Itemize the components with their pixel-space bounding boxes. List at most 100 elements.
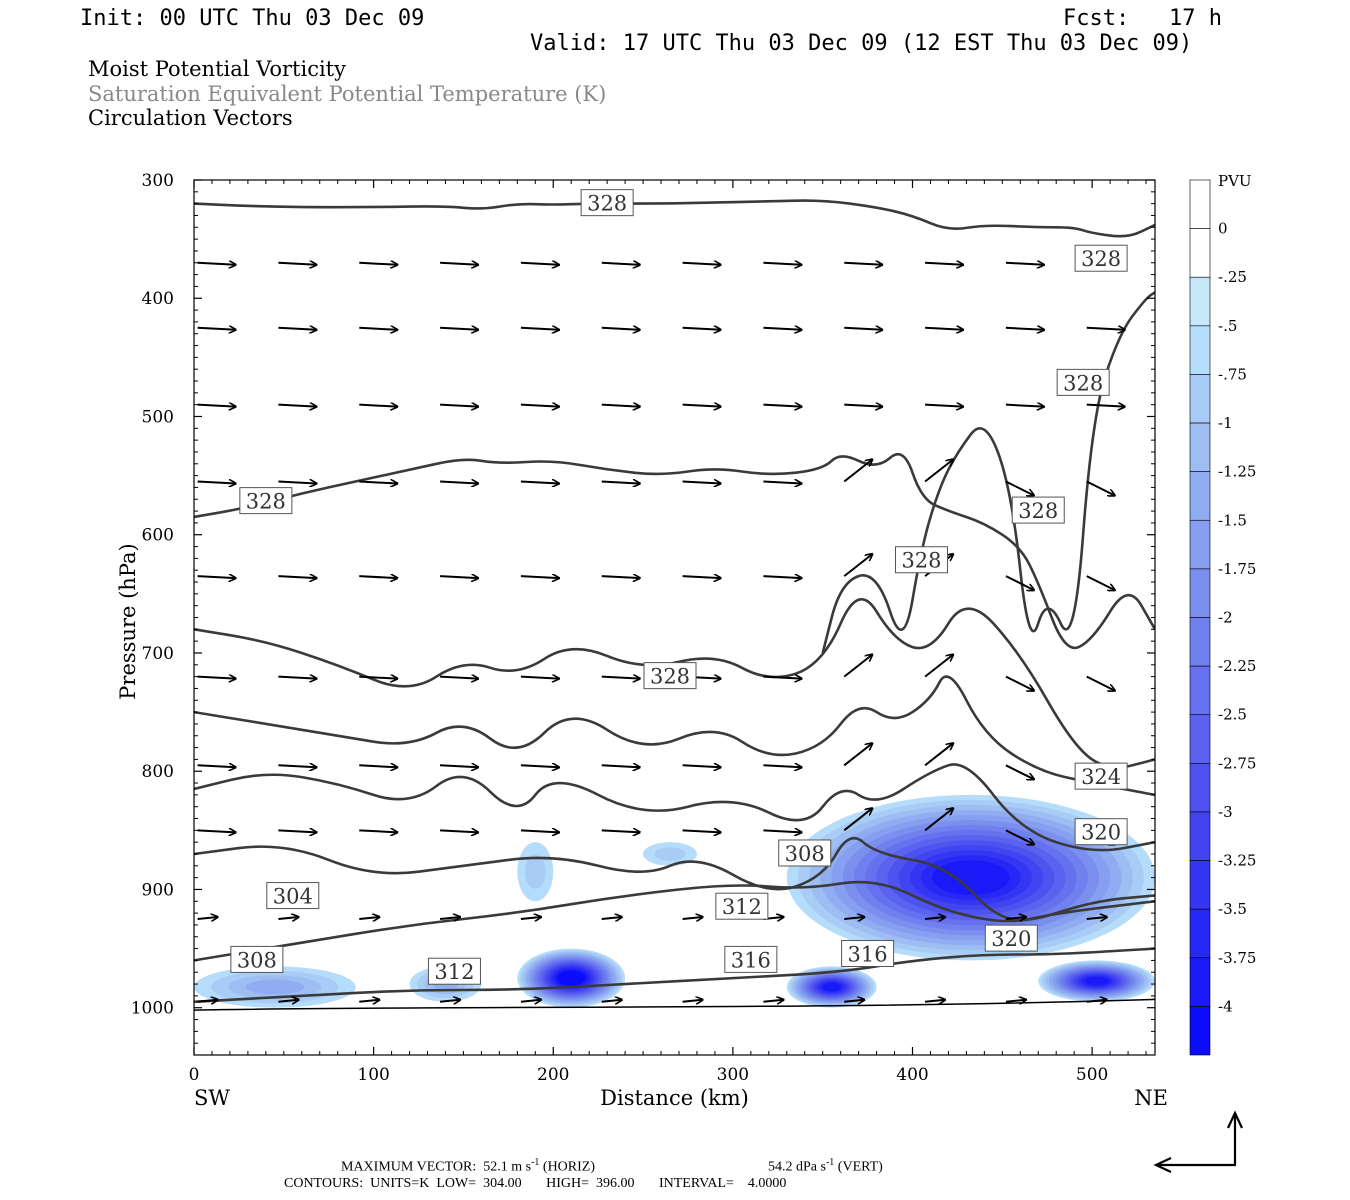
x-tick-label-200: 200 <box>537 1065 569 1085</box>
contour-label-11: 316 <box>848 942 888 966</box>
vector-0-0 <box>197 263 236 265</box>
y-tick-label-700: 700 <box>142 644 174 664</box>
vector-5-9 <box>924 655 953 678</box>
vector-5-1 <box>278 677 316 679</box>
vector-key <box>1153 1110 1243 1173</box>
vector-7-5 <box>601 830 640 832</box>
colorbar-tick-0: 0 <box>1218 220 1228 238</box>
vector-0-3 <box>440 263 478 265</box>
contour-label-10: 316 <box>731 948 771 972</box>
vector-9-5 <box>601 1000 622 1002</box>
x-tick-label-0: 0 <box>189 1065 200 1085</box>
vector-7-10 <box>1005 829 1034 844</box>
contour-label-1: 328 <box>246 490 286 514</box>
vector-1-6 <box>682 328 721 330</box>
vector-8-2 <box>359 917 379 919</box>
contour-label-box-2 <box>643 662 697 690</box>
vector-5-2 <box>359 677 397 679</box>
vector-9-6 <box>682 1000 703 1002</box>
contour-label-box-16 <box>266 882 320 910</box>
vector-6-3 <box>440 765 478 767</box>
vector-4-11 <box>1086 575 1115 590</box>
contour-328-0 <box>194 199 1155 238</box>
contour-312-6 <box>194 836 1155 922</box>
contour-label-4: 328 <box>1018 499 1058 523</box>
vector-3-9 <box>924 460 953 483</box>
vector-4-7 <box>763 576 801 578</box>
vector-4-8 <box>843 554 872 577</box>
colorbar-box-1 <box>1189 228 1211 278</box>
vector-9-2 <box>359 1000 379 1002</box>
colorbar-tick-2: -.5 <box>1218 317 1237 335</box>
vector-8-10 <box>1005 917 1026 919</box>
contour-labels: 328 328 328 328 328 328 328 324 320 320 316 316 312 3… <box>230 189 1128 985</box>
x-right-label: NE <box>1134 1086 1168 1110</box>
mpv-region-4-level-4 <box>245 979 305 995</box>
colorbar-tick-14: -3.5 <box>1218 900 1247 918</box>
colorbar-box-8 <box>1189 568 1211 618</box>
vector-5-8 <box>843 655 872 678</box>
vector-6-8 <box>843 743 872 767</box>
contour-label-box-9 <box>984 924 1038 952</box>
vector-8-4 <box>520 917 541 919</box>
contour-324-3 <box>194 598 1155 769</box>
init-time: Init: 00 UTC Thu 03 Dec 09 <box>80 6 425 31</box>
vector-5-0 <box>197 677 236 679</box>
vector-5-7 <box>763 677 801 679</box>
contour-label-box-11 <box>841 939 895 967</box>
vector-9-3 <box>439 1000 460 1002</box>
theta-es-contours <box>194 199 1155 1011</box>
vector-9-7 <box>763 1000 783 1002</box>
vector-4-10 <box>1005 575 1034 590</box>
vector-5-3 <box>440 677 478 679</box>
vector-3-11 <box>1086 480 1115 496</box>
contour-328-1 <box>194 453 1155 650</box>
colorbar-tick-10: -2.5 <box>1218 706 1247 724</box>
x-tick-label-300: 300 <box>717 1065 749 1085</box>
y-tick-label-800: 800 <box>142 762 174 782</box>
axes: 0 100 200 300 400 500 300 400 500 600 700 800 900 100… <box>116 171 1168 1110</box>
vector-8-11 <box>1086 917 1107 919</box>
colorbar-box-11 <box>1189 714 1211 764</box>
colorbar-tick-11: -2.75 <box>1218 754 1256 772</box>
vector-1-10 <box>1005 328 1044 330</box>
y-tick-label-600: 600 <box>142 526 174 546</box>
legend-theta-es: Saturation Equivalent Potential Temperat… <box>88 82 607 106</box>
colorbar-box-2 <box>1189 276 1211 327</box>
colorbar-tick-4: -1 <box>1218 414 1233 432</box>
legend-mpv: Moist Potential Vorticity <box>88 57 346 81</box>
vector-2-6 <box>682 405 721 407</box>
vector-1-2 <box>359 328 397 330</box>
surface-line <box>194 998 1155 1011</box>
vector-8-8 <box>844 917 864 919</box>
vector-4-2 <box>359 576 397 578</box>
contours-info: CONTOURS: UNITS=K LOW= 304.00 HIGH= 396.… <box>284 1176 787 1191</box>
contour-328-2 <box>821 291 1155 654</box>
vector-7-7 <box>763 830 801 832</box>
vector-0-9 <box>925 263 963 265</box>
colorbar-box-4 <box>1189 374 1211 424</box>
contour-label-box-5 <box>1074 244 1128 272</box>
contour-304-8 <box>194 947 1155 1004</box>
valid-time: Valid: 17 UTC Thu 03 Dec 09 (12 EST Thu … <box>530 31 1193 56</box>
vector-4-3 <box>440 576 478 578</box>
contour-label-box-14 <box>230 945 284 973</box>
max-vector-vert: 54.2 dPa s-1 (VERT) <box>768 1157 883 1175</box>
vector-1-4 <box>520 328 559 330</box>
colorbar-tick-6: -1.5 <box>1218 511 1247 529</box>
contour-label-9: 320 <box>991 927 1031 951</box>
colorbar-tick-16: -4 <box>1218 997 1233 1015</box>
vector-3-0 <box>197 482 236 484</box>
vector-2-4 <box>520 405 559 407</box>
vector-6-1 <box>278 765 316 767</box>
vector-6-0 <box>197 765 236 767</box>
vector-4-4 <box>520 576 559 578</box>
vector-5-4 <box>520 677 559 679</box>
contour-label-14: 308 <box>237 948 277 972</box>
colorbar-tick-7: -1.75 <box>1218 560 1256 578</box>
vector-8-1 <box>278 917 298 919</box>
vector-3-8 <box>843 460 872 483</box>
vector-8-5 <box>601 917 622 919</box>
vector-7-6 <box>682 830 721 832</box>
